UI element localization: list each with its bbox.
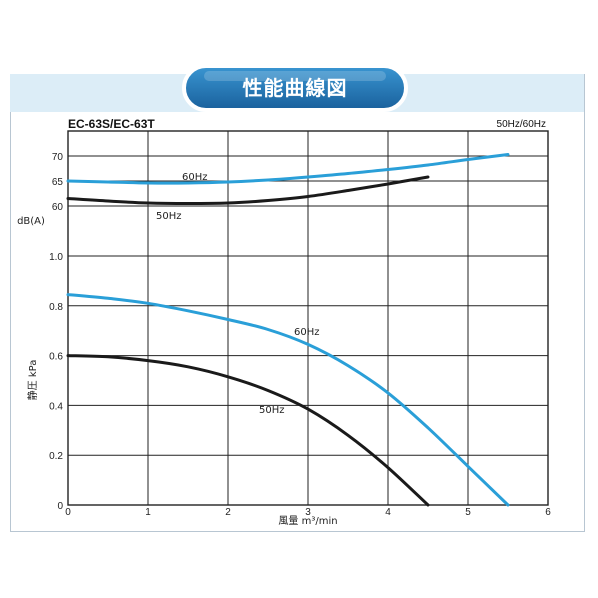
x-tick-label: 1 [145,507,151,518]
axis-ticks: 60 65 70 0 0.2 0.4 0.6 0.8 1.0 0 1 2 3 4 5 6 [49,152,551,518]
pressure-axis-label: 静圧 kPa [26,360,39,401]
x-tick-label: 6 [545,507,551,518]
model-label: EC-63S/EC-63T [68,117,155,131]
x-tick-label: 2 [225,507,231,518]
pressure-tick-label: 0 [57,501,63,512]
frequency-note: 50Hz/60Hz [496,119,546,130]
noise-50hz-label: 50Hz [156,211,182,222]
noise-curve-60hz [66,153,510,185]
pressure-tick-label: 0.8 [49,302,63,313]
pressure-tick-label: 0.2 [49,451,63,462]
db-tick-label: 60 [52,202,64,213]
x-tick-label: 3 [305,507,311,518]
pressure-tick-label: 0.6 [49,352,63,363]
chart-grid [67,130,549,506]
pressure-tick-label: 1.0 [49,252,63,263]
x-tick-label: 4 [385,507,391,518]
chart-title: 性能曲線図 [242,76,348,100]
chart-curves [66,153,510,507]
pressure-60hz-label: 60Hz [294,327,320,338]
pressure-tick-label: 0.4 [49,401,63,412]
noise-curve-50hz [66,175,430,206]
pressure-curve-50hz [66,354,430,507]
title-pill [182,64,408,112]
db-tick-label: 65 [52,177,64,188]
x-axis-label: 風量 m³/min [278,515,337,527]
db-tick-label: 70 [52,152,64,163]
db-axis-label: dB(A) [17,216,45,227]
pressure-50hz-label: 50Hz [259,405,285,416]
noise-60hz-label: 60Hz [182,172,208,183]
pressure-curve-60hz [66,293,510,507]
x-tick-label: 5 [465,507,471,518]
x-tick-label: 0 [65,507,71,518]
